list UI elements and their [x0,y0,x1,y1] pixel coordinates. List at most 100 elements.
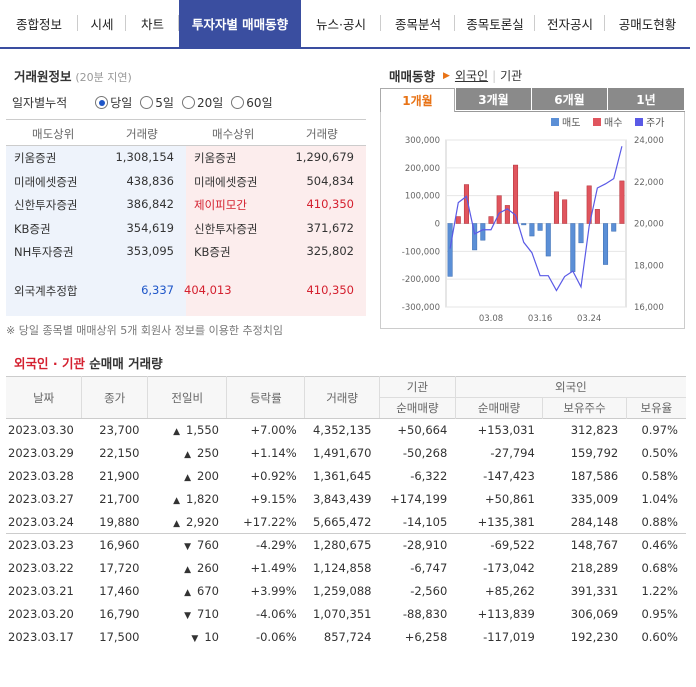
cell-change: ▼ 10 [148,626,227,649]
radio-circle-icon[interactable] [95,96,109,109]
cell-rate: +7.00% [250,423,297,438]
chart-tab-3[interactable]: 6개월 [532,88,607,110]
y-right-tick: 16,000 [634,303,664,313]
radio-circle-icon[interactable] [140,96,154,109]
filter-institution-link[interactable]: 기관 [500,69,523,83]
chart-tab-4[interactable]: 1년 [608,88,684,110]
cell-holdings: 391,331 [570,584,619,598]
cell-rate: -0.06% [255,630,297,644]
cell-change: ▲ 670 [148,580,227,603]
tab-4[interactable]: 투자자별 매매동향 [179,0,301,47]
cell-ratio: 0.68% [641,561,678,575]
y-right-tick: 20,000 [634,220,664,230]
sell-broker-volume: 1,308,154 [115,150,174,164]
cell-rate: +1.49% [250,561,297,575]
cell-date: 2023.03.20 [8,607,74,621]
buy-bg [186,146,366,316]
sell-broker-name[interactable]: 키움증권 [14,151,57,165]
cell-change: ▲ 2,920 [148,511,227,534]
filter-foreign-link[interactable]: 외국인 [454,69,489,83]
sell-bar [545,223,551,257]
buy-bar [496,195,502,224]
sell-bar [611,223,617,232]
y-left-tick: -200,000 [402,275,440,285]
cell-change: ▼ 760 [148,534,227,557]
broker-row: 키움증권 1,308,154 키움증권 1,290,679 [6,150,366,172]
cell-inst-net: -50,268 [402,446,448,460]
chart-tab-2[interactable]: 3개월 [456,88,531,110]
arrow-down-icon: ▼ [184,542,192,553]
buy-bar [504,205,510,224]
period-radio-3[interactable]: 20일 [181,94,223,111]
cell-date: 2023.03.28 [8,469,74,483]
trend-header: 매매동향 ▶ 외국인 | 기관 [389,66,522,85]
tab-5[interactable]: 뉴스·공시 [301,0,381,47]
net-title-colored: 외국인 · 기관 [14,356,85,371]
sell-bg [6,146,186,316]
buy-broker-name[interactable]: 미래에셋증권 [194,174,258,189]
col-ratio: 보유율 [640,401,673,415]
tab-7[interactable]: 종목토론실 [455,0,535,47]
cell-inst-net: +174,199 [390,492,448,506]
tab-2[interactable]: 시세 [78,0,126,47]
chart-tab-1[interactable]: 1개월 [380,88,455,112]
arrow-down-icon: ▼ [184,611,192,621]
sell-bar [472,223,478,251]
tab-1[interactable]: 종합정보 [0,0,78,47]
chart-box: 300,000 200,000 100,000 0 -100,000 -200,000 -3… [380,112,685,329]
tab-6[interactable]: 종목분석 [381,0,455,47]
arrow-up-icon: ▲ [173,427,181,438]
buy-broker-name[interactable]: KB증권 [194,245,231,259]
buy-top-header: 매수상위 [212,127,255,141]
period-radio-1[interactable]: 당일 [95,94,132,111]
tab-8[interactable]: 전자공시 [535,0,605,47]
change-value: 1,820 [186,492,219,506]
sell-broker-volume: 438,836 [126,173,174,188]
sell-broker-name[interactable]: 신한투자증권 [14,198,78,212]
change-value: 2,920 [186,514,219,529]
tab-9[interactable]: 공매도현황 [618,17,677,32]
cell-ratio: 0.88% [641,514,678,529]
cell-inst-net: -14,105 [402,514,448,529]
cell-holdings: 187,586 [570,469,619,483]
period-radio-group: 일자별누적 당일 5일 20일 60일 [12,94,281,111]
buy-bar [594,209,600,224]
table-row: 2023.03.23 16,960 ▼ 760 -4.29% 1,280,675 -28,9… [6,533,686,557]
radio-circle-icon[interactable] [181,96,195,109]
table-row: 2023.03.21 17,460 ▲ 670 +3.99% 1,259,088 -2,56… [6,580,686,603]
buy-bar [619,180,625,224]
col-institution: 기관 [379,376,456,398]
cell-date: 2023.03.24 [8,514,74,529]
cell-holdings: 284,148 [570,514,619,529]
cell-volume: 1,259,088 [312,584,372,598]
col-date: 날짜 [6,376,83,419]
change-value: 710 [197,607,219,621]
cell-close: 17,500 [99,630,140,644]
cell-inst-net: -88,830 [402,607,448,621]
sell-broker-name[interactable]: 미래에셋증권 [14,174,78,189]
cell-foreign-net: +85,262 [484,584,535,598]
cell-volume: 1,361,645 [312,469,372,483]
cell-close: 16,790 [99,607,140,621]
table-row: 2023.03.22 17,720 ▲ 260 +1.49% 1,124,858 -6,74… [6,557,686,580]
cell-date: 2023.03.17 [8,630,74,644]
net-table-body: 2023.03.30 23,700 ▲ 1,550 +7.00% 4,352,135 +50… [6,419,686,649]
buy-broker-name[interactable]: 키움증권 [194,151,237,165]
buy-broker-name[interactable]: 신한투자증권 [194,221,258,236]
table-row: 2023.03.29 22,150 ▲ 250 +1.14% 1,491,670 -50,2… [6,442,686,465]
tab-3[interactable]: 차트 [126,0,179,47]
cell-change: ▲ 200 [148,465,227,488]
buy-broker-name[interactable]: 제이피모간 [194,198,247,212]
cell-close: 16,960 [99,538,140,553]
col-volume: 거래량 [304,376,380,419]
cell-close: 22,150 [99,446,140,460]
cell-ratio: 0.58% [641,469,678,483]
period-radio-2[interactable]: 5일 [140,94,174,111]
sell-broker-name[interactable]: NH투자증권 [14,245,74,259]
period-radio-4[interactable]: 60일 [231,94,273,111]
sell-broker-name[interactable]: KB증권 [14,221,51,236]
radio-circle-icon[interactable] [231,96,245,109]
cell-rate: +3.99% [250,584,297,598]
cell-inst-net: -6,747 [410,561,448,575]
y-left-tick: -100,000 [402,247,440,257]
